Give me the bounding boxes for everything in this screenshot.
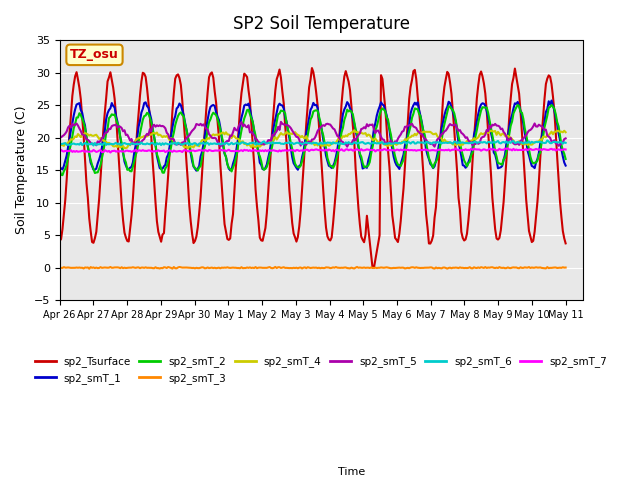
sp2_smT_4 — [234, 136, 241, 142]
sp2_smT_3 — [56, 265, 63, 271]
sp2_smT_1 — [278, 103, 286, 108]
sp2_smT_5 — [562, 135, 570, 141]
Line: sp2_smT_6: sp2_smT_6 — [60, 140, 566, 145]
sp2_smT_7 — [562, 146, 570, 152]
sp2_smT_2 — [59, 172, 67, 178]
sp2_smT_5 — [207, 133, 214, 139]
sp2_smT_6 — [225, 142, 232, 147]
sp2_Tsurface — [232, 165, 239, 170]
sp2_smT_2 — [278, 108, 286, 114]
sp2_smT_4 — [536, 136, 544, 142]
sp2_smT_7 — [119, 148, 127, 154]
sp2_smT_4 — [350, 127, 358, 133]
sp2_smT_1 — [234, 141, 241, 147]
sp2_Tsurface — [118, 202, 125, 207]
sp2_Tsurface — [536, 155, 544, 161]
Line: sp2_smT_2: sp2_smT_2 — [60, 105, 566, 175]
Line: sp2_Tsurface: sp2_Tsurface — [60, 68, 566, 268]
sp2_smT_3 — [536, 264, 544, 270]
sp2_smT_3 — [280, 264, 287, 270]
sp2_Tsurface — [207, 71, 214, 77]
sp2_smT_6 — [234, 140, 241, 146]
sp2_smT_1 — [548, 97, 556, 103]
sp2_smT_7 — [106, 150, 114, 156]
sp2_smT_4 — [208, 132, 216, 138]
sp2_smT_2 — [536, 150, 544, 156]
Legend: sp2_Tsurface, sp2_smT_1, sp2_smT_2, sp2_smT_3, sp2_smT_4, sp2_smT_5, sp2_smT_6, : sp2_Tsurface, sp2_smT_1, sp2_smT_2, sp2_… — [31, 352, 612, 388]
sp2_smT_5 — [536, 122, 544, 128]
Text: TZ_osu: TZ_osu — [70, 48, 119, 61]
sp2_smT_6 — [278, 141, 286, 146]
sp2_smT_3 — [85, 266, 93, 272]
sp2_smT_7 — [536, 146, 544, 152]
Line: sp2_smT_1: sp2_smT_1 — [60, 100, 566, 171]
Line: sp2_smT_5: sp2_smT_5 — [60, 122, 566, 146]
sp2_smT_5 — [278, 121, 286, 127]
sp2_smT_7 — [225, 147, 232, 153]
sp2_smT_7 — [234, 148, 241, 154]
sp2_smT_5 — [232, 127, 239, 133]
sp2_smT_1 — [208, 103, 216, 108]
sp2_smT_1 — [118, 143, 125, 149]
sp2_smT_2 — [225, 165, 232, 171]
sp2_smT_4 — [184, 145, 192, 151]
Line: sp2_smT_4: sp2_smT_4 — [60, 130, 566, 148]
sp2_smT_6 — [208, 141, 216, 147]
sp2_smT_2 — [234, 149, 241, 155]
sp2_smT_4 — [562, 129, 570, 135]
sp2_smT_7 — [56, 148, 63, 154]
sp2_smT_2 — [562, 156, 570, 162]
sp2_Tsurface — [369, 265, 376, 271]
sp2_smT_3 — [271, 264, 279, 270]
sp2_smT_3 — [562, 264, 570, 270]
sp2_Tsurface — [223, 236, 231, 242]
sp2_Tsurface — [277, 75, 285, 81]
sp2_Tsurface — [308, 65, 316, 71]
sp2_smT_6 — [562, 140, 570, 145]
sp2_smT_3 — [208, 265, 216, 271]
Y-axis label: Soil Temperature (C): Soil Temperature (C) — [15, 106, 28, 234]
sp2_smT_7 — [208, 148, 216, 154]
Line: sp2_smT_7: sp2_smT_7 — [60, 148, 566, 153]
sp2_smT_6 — [90, 143, 97, 148]
sp2_smT_7 — [278, 147, 286, 153]
sp2_smT_5 — [431, 144, 438, 149]
sp2_smT_1 — [225, 166, 232, 171]
sp2_smT_2 — [514, 102, 522, 108]
sp2_smT_4 — [225, 132, 232, 137]
sp2_smT_4 — [278, 132, 286, 137]
sp2_smT_2 — [119, 150, 127, 156]
sp2_Tsurface — [56, 238, 63, 244]
sp2_smT_6 — [56, 142, 63, 148]
sp2_smT_1 — [56, 165, 63, 171]
sp2_smT_1 — [193, 168, 200, 174]
sp2_smT_5 — [118, 125, 125, 131]
sp2_smT_2 — [208, 112, 216, 118]
sp2_smT_6 — [119, 141, 127, 146]
sp2_smT_6 — [543, 137, 551, 143]
sp2_smT_4 — [56, 143, 63, 149]
sp2_smT_1 — [562, 163, 570, 168]
sp2_smT_3 — [234, 265, 241, 271]
sp2_smT_3 — [119, 265, 127, 271]
sp2_smT_6 — [535, 139, 543, 145]
sp2_smT_7 — [452, 145, 460, 151]
sp2_smT_1 — [535, 150, 543, 156]
sp2_smT_5 — [56, 134, 63, 140]
sp2_smT_2 — [56, 167, 63, 172]
sp2_smT_4 — [118, 144, 125, 150]
sp2_smT_5 — [223, 138, 231, 144]
sp2_smT_5 — [277, 119, 285, 125]
Line: sp2_smT_3: sp2_smT_3 — [60, 267, 566, 269]
Text: Time: Time — [339, 467, 365, 477]
sp2_smT_3 — [225, 265, 232, 271]
Title: SP2 Soil Temperature: SP2 Soil Temperature — [232, 15, 410, 33]
sp2_Tsurface — [562, 240, 570, 246]
